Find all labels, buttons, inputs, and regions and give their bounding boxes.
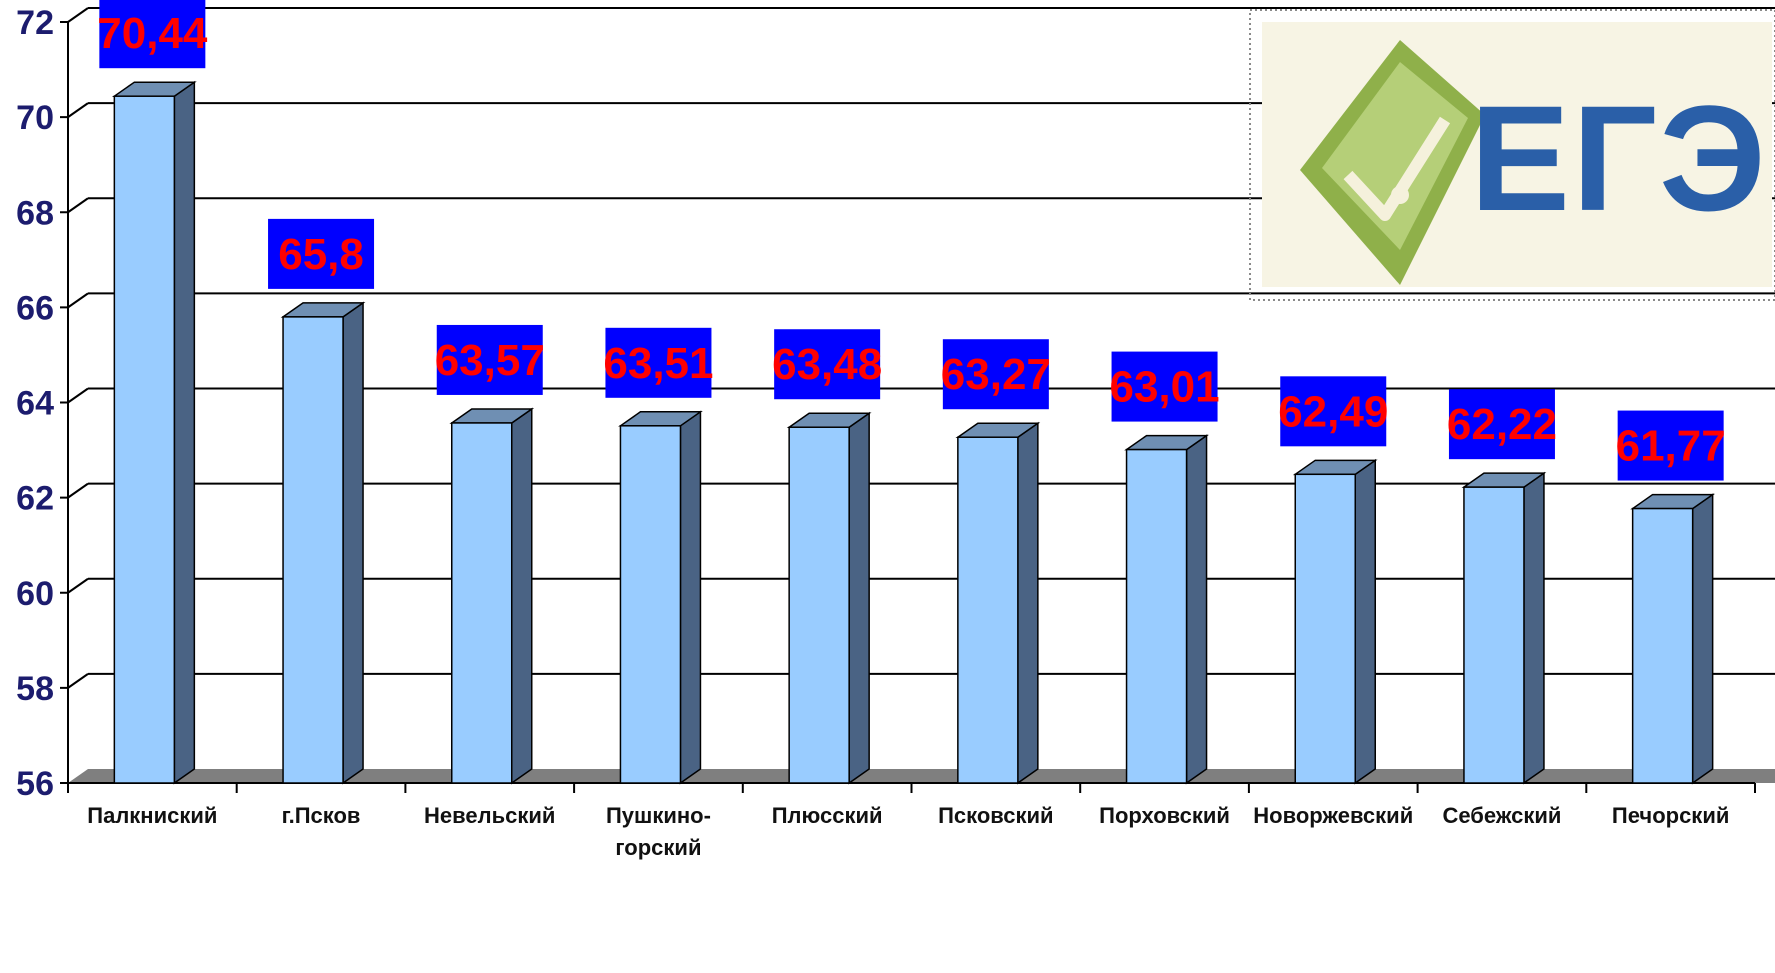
logo-frame [1249, 9, 1775, 301]
data-label: 63,51 [603, 327, 714, 398]
gridline-diag [67, 292, 89, 309]
bar-front [957, 436, 1019, 784]
data-label: 70,44 [97, 0, 208, 69]
data-label-text: 63,57 [435, 336, 545, 385]
data-labels: 70,44 65,8 63,57 63,51 63,48 63,27 63,01 62,49 6… [97, 0, 1726, 481]
y-tick-label: 60 [16, 575, 54, 613]
data-label-box [1448, 389, 1555, 460]
data-label-text: 63,27 [941, 350, 1051, 399]
bar-front [619, 425, 682, 784]
bar-front [1463, 486, 1525, 784]
data-label-text: 65,8 [278, 230, 364, 279]
data-label: 62,22 [1447, 389, 1557, 460]
bar [1630, 493, 1716, 785]
data-label-box [436, 324, 543, 395]
bar [111, 80, 197, 785]
bars [111, 80, 1716, 785]
bar-side [1354, 458, 1376, 785]
y-axis-top-diag [67, 7, 89, 23]
bar-front [1125, 448, 1188, 784]
gridline-diag [67, 197, 89, 214]
bar-front [1294, 473, 1356, 784]
data-label-box [774, 329, 881, 400]
bar-front [788, 426, 850, 784]
data-label-text: 63,48 [772, 340, 882, 389]
bar [280, 301, 366, 785]
data-label-text: 62,22 [1447, 400, 1557, 449]
data-label-text: 62,49 [1278, 387, 1388, 436]
data-label: 65,8 [268, 218, 375, 289]
data-label-text: 63,51 [603, 339, 713, 388]
data-label: 63,57 [435, 324, 545, 395]
data-label-box [99, 0, 206, 69]
logo-text: ЕГЭ [1470, 74, 1768, 242]
data-label: 62,49 [1278, 376, 1388, 447]
bar [1461, 471, 1547, 785]
y-tick-label: 64 [16, 385, 54, 423]
bar-front [1631, 507, 1694, 784]
x-category-label: Новоржевский [1253, 803, 1413, 828]
data-label-box [1111, 351, 1218, 422]
data-label: 63,27 [941, 339, 1051, 410]
x-category-label: Псковский [938, 803, 1053, 828]
x-category-label: Пушкино-горский [606, 803, 711, 860]
bar-side [1523, 471, 1545, 785]
x-category-label: Плюсский [772, 803, 883, 828]
data-label-box [1280, 376, 1387, 447]
data-label-text: 70,44 [97, 9, 208, 58]
x-category-label: г.Псков [282, 803, 361, 828]
data-label-box [1617, 410, 1724, 481]
bar-side [679, 410, 702, 785]
gridline-diag [67, 577, 89, 594]
y-tick-label: 72 [16, 4, 54, 42]
y-tick-label: 70 [16, 99, 54, 137]
data-label: 63,01 [1109, 351, 1220, 422]
data-label-box [605, 327, 712, 398]
gridline-diag [67, 673, 89, 689]
x-category-label: Печорский [1612, 803, 1729, 828]
x-category-label: Порховский [1099, 803, 1230, 828]
bar-side [173, 80, 196, 785]
bar-front [113, 95, 176, 784]
data-label-text: 63,01 [1109, 363, 1219, 412]
bar-side [1185, 434, 1208, 785]
bar-side [342, 301, 364, 785]
data-label-box [268, 218, 375, 289]
y-tick-label: 56 [16, 765, 54, 803]
bar [449, 407, 535, 785]
bar [955, 421, 1041, 785]
ege-logo: ЕГЭ [1249, 9, 1775, 301]
y-tick-label: 58 [16, 670, 54, 708]
bar-front [451, 422, 513, 784]
data-label: 61,77 [1616, 410, 1726, 481]
bar [1124, 434, 1209, 785]
data-label: 63,48 [772, 329, 882, 400]
y-tick-label: 68 [16, 194, 54, 232]
x-category-label: Палкниский [87, 803, 217, 828]
x-category-label: Невельский [424, 803, 555, 828]
bar-front [282, 316, 344, 784]
bar-side [511, 407, 533, 785]
bar [1292, 458, 1378, 785]
pen-nib-check-icon [1300, 40, 1485, 285]
bar [618, 410, 703, 785]
y-tick-label: 62 [16, 480, 54, 518]
gridline-diag [67, 387, 89, 404]
data-label-box [942, 339, 1049, 410]
gridline-diag [67, 102, 89, 118]
gridline-diag [67, 482, 89, 499]
bar-side [848, 411, 870, 785]
bar [786, 411, 872, 785]
x-category-label: Себежский [1442, 803, 1561, 828]
y-tick-label: 66 [16, 289, 54, 327]
bar-side [1691, 493, 1714, 785]
data-label-text: 61,77 [1616, 422, 1726, 471]
bar-side [1017, 421, 1039, 785]
